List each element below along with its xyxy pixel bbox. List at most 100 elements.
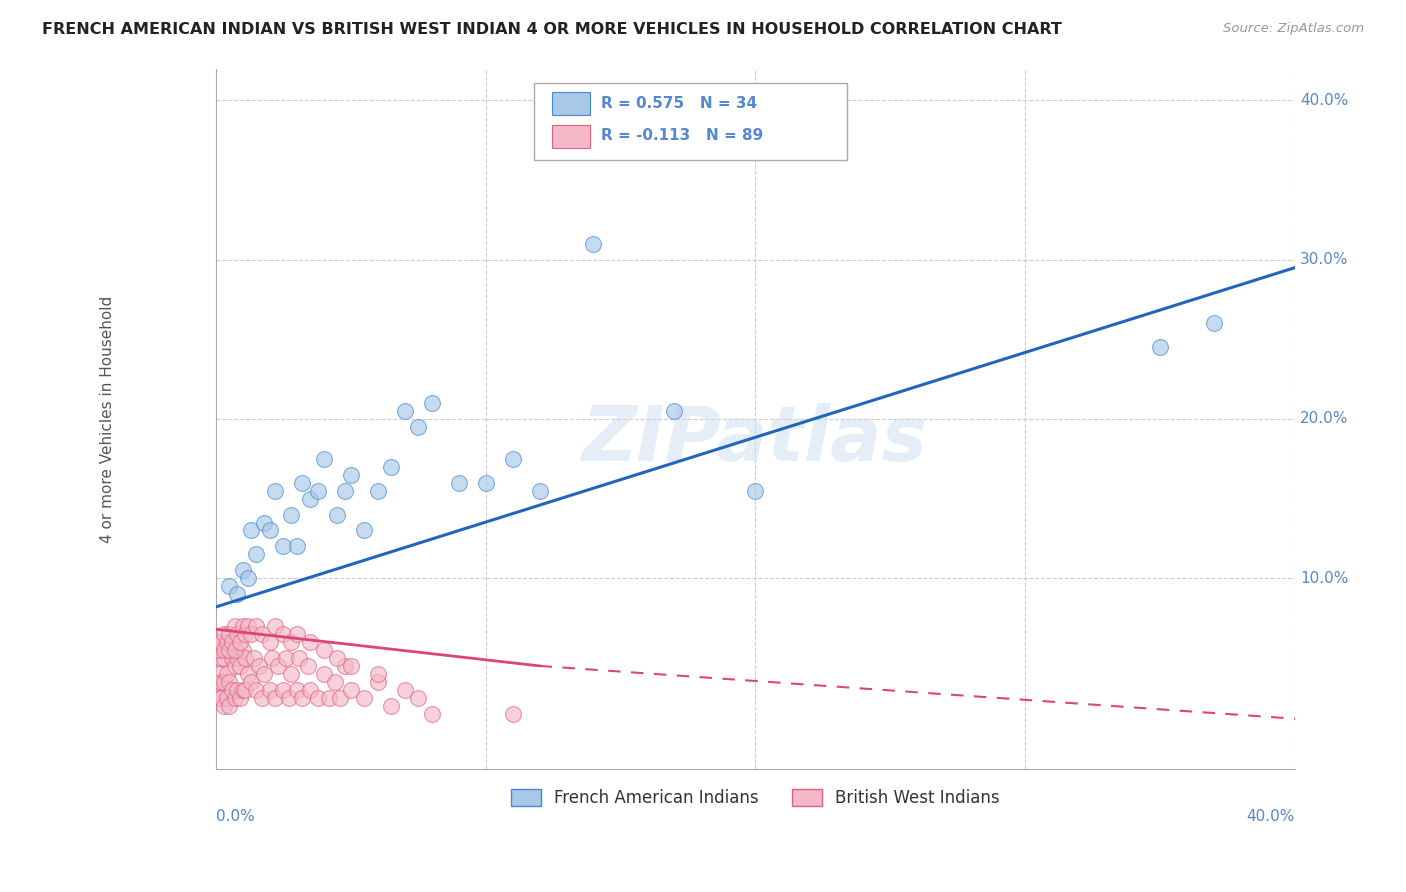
Point bbox=[250, 690, 273, 705]
Point bbox=[235, 651, 257, 665]
Point bbox=[339, 467, 361, 482]
Point bbox=[215, 635, 238, 649]
Point bbox=[502, 706, 524, 721]
Text: 0.0%: 0.0% bbox=[217, 809, 254, 824]
Point bbox=[215, 643, 238, 657]
Point bbox=[215, 666, 238, 681]
Point bbox=[380, 698, 402, 713]
Point bbox=[253, 666, 276, 681]
Point bbox=[271, 540, 294, 554]
Point bbox=[245, 548, 267, 562]
Point bbox=[212, 643, 235, 657]
Point bbox=[264, 483, 287, 498]
Point bbox=[239, 674, 262, 689]
Point bbox=[312, 643, 335, 657]
Point bbox=[277, 690, 299, 705]
Point bbox=[339, 682, 361, 697]
Point bbox=[218, 627, 240, 641]
Point bbox=[299, 635, 322, 649]
Point bbox=[209, 651, 232, 665]
Point bbox=[235, 627, 257, 641]
Legend: French American Indians, British West Indians: French American Indians, British West In… bbox=[505, 782, 1007, 814]
Point bbox=[285, 682, 308, 697]
Point bbox=[262, 651, 284, 665]
Point bbox=[250, 627, 273, 641]
Point bbox=[209, 635, 232, 649]
Point bbox=[326, 651, 349, 665]
Point bbox=[367, 674, 389, 689]
Point bbox=[582, 236, 605, 251]
Point bbox=[367, 666, 389, 681]
Point bbox=[312, 451, 335, 466]
Point bbox=[326, 508, 349, 522]
Point bbox=[232, 643, 254, 657]
Point bbox=[335, 659, 357, 673]
Point bbox=[280, 508, 302, 522]
Point bbox=[285, 627, 308, 641]
Point bbox=[209, 674, 232, 689]
Point bbox=[1202, 317, 1225, 331]
Point bbox=[212, 627, 235, 641]
Point bbox=[205, 635, 228, 649]
Point bbox=[288, 651, 311, 665]
Point bbox=[238, 666, 260, 681]
Point bbox=[285, 540, 308, 554]
Point bbox=[221, 651, 243, 665]
Point bbox=[218, 579, 240, 593]
Point bbox=[664, 404, 686, 418]
Point bbox=[212, 698, 235, 713]
FancyBboxPatch shape bbox=[553, 93, 591, 115]
Point bbox=[318, 690, 340, 705]
Point bbox=[274, 651, 297, 665]
Point bbox=[264, 619, 287, 633]
Point bbox=[232, 619, 254, 633]
Point bbox=[447, 475, 470, 490]
Point bbox=[380, 459, 402, 474]
Point bbox=[235, 682, 257, 697]
Text: FRENCH AMERICAN INDIAN VS BRITISH WEST INDIAN 4 OR MORE VEHICLES IN HOUSEHOLD CO: FRENCH AMERICAN INDIAN VS BRITISH WEST I… bbox=[42, 22, 1062, 37]
Point bbox=[239, 524, 262, 538]
Point bbox=[205, 682, 228, 697]
Point bbox=[394, 682, 416, 697]
Point bbox=[264, 690, 287, 705]
Point bbox=[353, 690, 375, 705]
Text: 20.0%: 20.0% bbox=[1301, 411, 1348, 426]
Point bbox=[502, 451, 524, 466]
Point bbox=[218, 643, 240, 657]
Point bbox=[224, 690, 246, 705]
Point bbox=[335, 483, 357, 498]
Point bbox=[299, 491, 322, 506]
Point bbox=[474, 475, 496, 490]
Point bbox=[297, 659, 319, 673]
Point bbox=[394, 404, 416, 418]
Point bbox=[207, 690, 229, 705]
Point bbox=[221, 682, 243, 697]
Point bbox=[271, 682, 294, 697]
Point bbox=[229, 690, 252, 705]
Point bbox=[207, 643, 229, 657]
FancyBboxPatch shape bbox=[534, 83, 846, 160]
Text: 10.0%: 10.0% bbox=[1301, 571, 1348, 586]
Point bbox=[218, 643, 240, 657]
Point bbox=[229, 635, 252, 649]
Point bbox=[307, 483, 329, 498]
Point bbox=[291, 690, 314, 705]
Point bbox=[245, 619, 267, 633]
Point bbox=[226, 587, 249, 601]
Point bbox=[245, 682, 267, 697]
Point bbox=[229, 659, 252, 673]
Point bbox=[212, 674, 235, 689]
Point bbox=[224, 659, 246, 673]
Point bbox=[215, 690, 238, 705]
Point bbox=[280, 666, 302, 681]
Point bbox=[367, 483, 389, 498]
Point bbox=[744, 483, 766, 498]
Text: 30.0%: 30.0% bbox=[1301, 252, 1348, 268]
Point bbox=[212, 651, 235, 665]
Point bbox=[226, 627, 249, 641]
Point bbox=[247, 659, 270, 673]
Point bbox=[259, 682, 281, 697]
Point bbox=[218, 674, 240, 689]
Point bbox=[420, 396, 443, 410]
Point bbox=[259, 635, 281, 649]
